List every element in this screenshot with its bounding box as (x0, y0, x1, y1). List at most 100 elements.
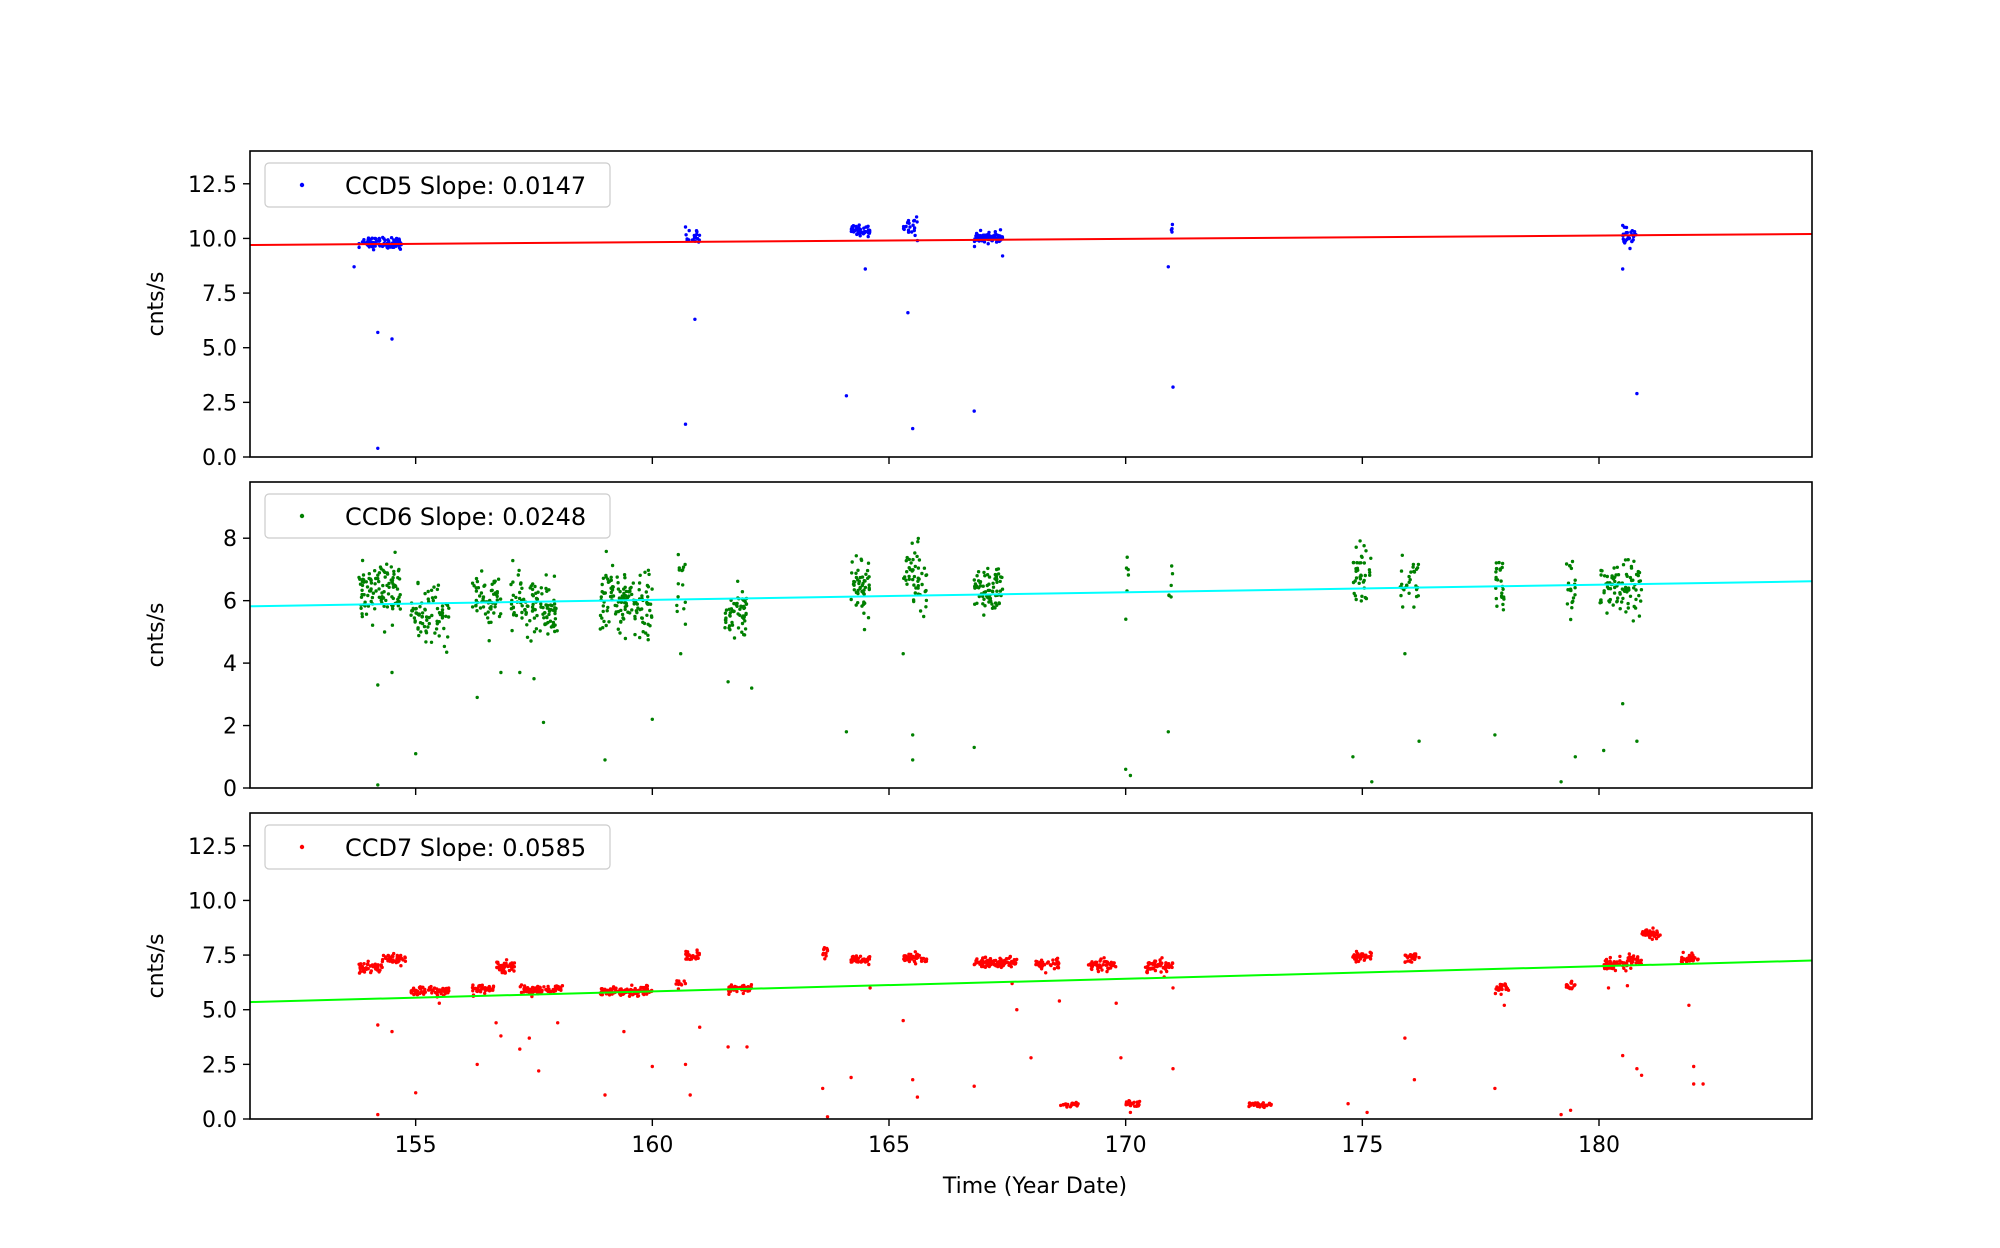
data-point (512, 961, 517, 965)
data-point (602, 619, 606, 624)
data-point (475, 1062, 479, 1067)
data-point (982, 597, 986, 601)
x-axis-label: Time (Year Date) (942, 1174, 1127, 1199)
data-point (1400, 553, 1405, 557)
data-point (550, 603, 554, 608)
data-point (1125, 1102, 1129, 1107)
data-point (1602, 591, 1606, 595)
data-point (916, 579, 920, 583)
data-point (1639, 599, 1643, 603)
data-point (385, 605, 390, 609)
data-point (373, 236, 377, 241)
data-point (369, 970, 373, 975)
data-point (1106, 967, 1111, 971)
data-point (1624, 969, 1628, 973)
data-point (556, 984, 560, 989)
data-point (555, 629, 559, 633)
data-point (530, 994, 534, 999)
data-point (645, 992, 649, 996)
data-point (1569, 588, 1573, 593)
data-point (913, 950, 917, 954)
data-point (502, 961, 507, 965)
data-point (1621, 596, 1625, 601)
data-point (1612, 591, 1617, 595)
data-point (1626, 606, 1631, 610)
data-point (866, 561, 871, 565)
data-point (1409, 570, 1413, 574)
data-point (915, 554, 919, 559)
data-point (1646, 931, 1651, 935)
data-point (434, 627, 439, 631)
data-point (371, 248, 376, 252)
data-point (860, 575, 865, 579)
data-point (1500, 987, 1504, 992)
data-point (985, 573, 990, 577)
y-tick-label: 5.0 (202, 999, 237, 1024)
data-point (904, 224, 908, 229)
data-point (542, 616, 546, 620)
data-point (1354, 545, 1358, 549)
data-point (495, 960, 499, 964)
data-point (436, 583, 441, 587)
data-point (1625, 984, 1630, 988)
data-point (487, 639, 491, 643)
data-point (1407, 580, 1411, 584)
data-point (607, 620, 611, 624)
data-point (392, 951, 396, 956)
y-tick-label: 0.0 (202, 446, 237, 471)
data-point (495, 598, 499, 602)
data-point (364, 612, 369, 616)
data-point (610, 585, 615, 589)
data-point (683, 622, 688, 626)
data-point (867, 575, 871, 579)
y-axis-label: cnts/s (144, 933, 169, 998)
data-point (724, 608, 729, 612)
data-point (910, 230, 914, 234)
data-point (366, 236, 371, 240)
data-point (675, 979, 679, 983)
data-point (1052, 967, 1057, 971)
plot-frame (249, 812, 1813, 1120)
data-point (478, 990, 483, 994)
data-point (990, 606, 995, 610)
data-point (920, 571, 924, 576)
data-point (1613, 585, 1617, 590)
data-point (470, 581, 475, 585)
data-point (849, 597, 853, 602)
data-point (727, 624, 732, 628)
data-point (914, 586, 918, 590)
data-point (1499, 579, 1503, 583)
data-point (474, 576, 479, 581)
panel-ccd5: 0.0 2.5 5.0 7.5 10.0 12.5 cnts/s CCD5 Slope: 0.… (144, 150, 1813, 471)
data-point (696, 956, 700, 960)
data-point (724, 618, 728, 622)
data-point (1357, 581, 1361, 585)
data-point (553, 606, 557, 610)
data-point (681, 568, 685, 572)
y-tick-label: 7.5 (202, 282, 237, 307)
data-point (1007, 961, 1012, 965)
data-point (1105, 962, 1109, 967)
y-axis-label: cnts/s (144, 271, 169, 336)
data-point (370, 623, 375, 627)
data-point (1416, 594, 1421, 598)
y-tick-label: 2.5 (202, 391, 237, 416)
data-point (1613, 968, 1618, 973)
data-point (377, 571, 382, 575)
data-point (393, 550, 397, 554)
data-point (1403, 1036, 1407, 1040)
data-point (381, 235, 385, 240)
fit-line (249, 959, 1813, 1004)
data-point (538, 629, 542, 633)
data-point (546, 984, 550, 989)
data-point (691, 954, 695, 958)
data-point (381, 596, 386, 600)
data-point (1495, 985, 1499, 989)
data-point (917, 953, 921, 958)
data-point (477, 984, 481, 988)
data-point (623, 601, 627, 605)
data-point (1615, 565, 1620, 569)
data-point (511, 580, 515, 584)
y-tick-label: 12.5 (188, 173, 237, 198)
data-point (514, 595, 518, 600)
